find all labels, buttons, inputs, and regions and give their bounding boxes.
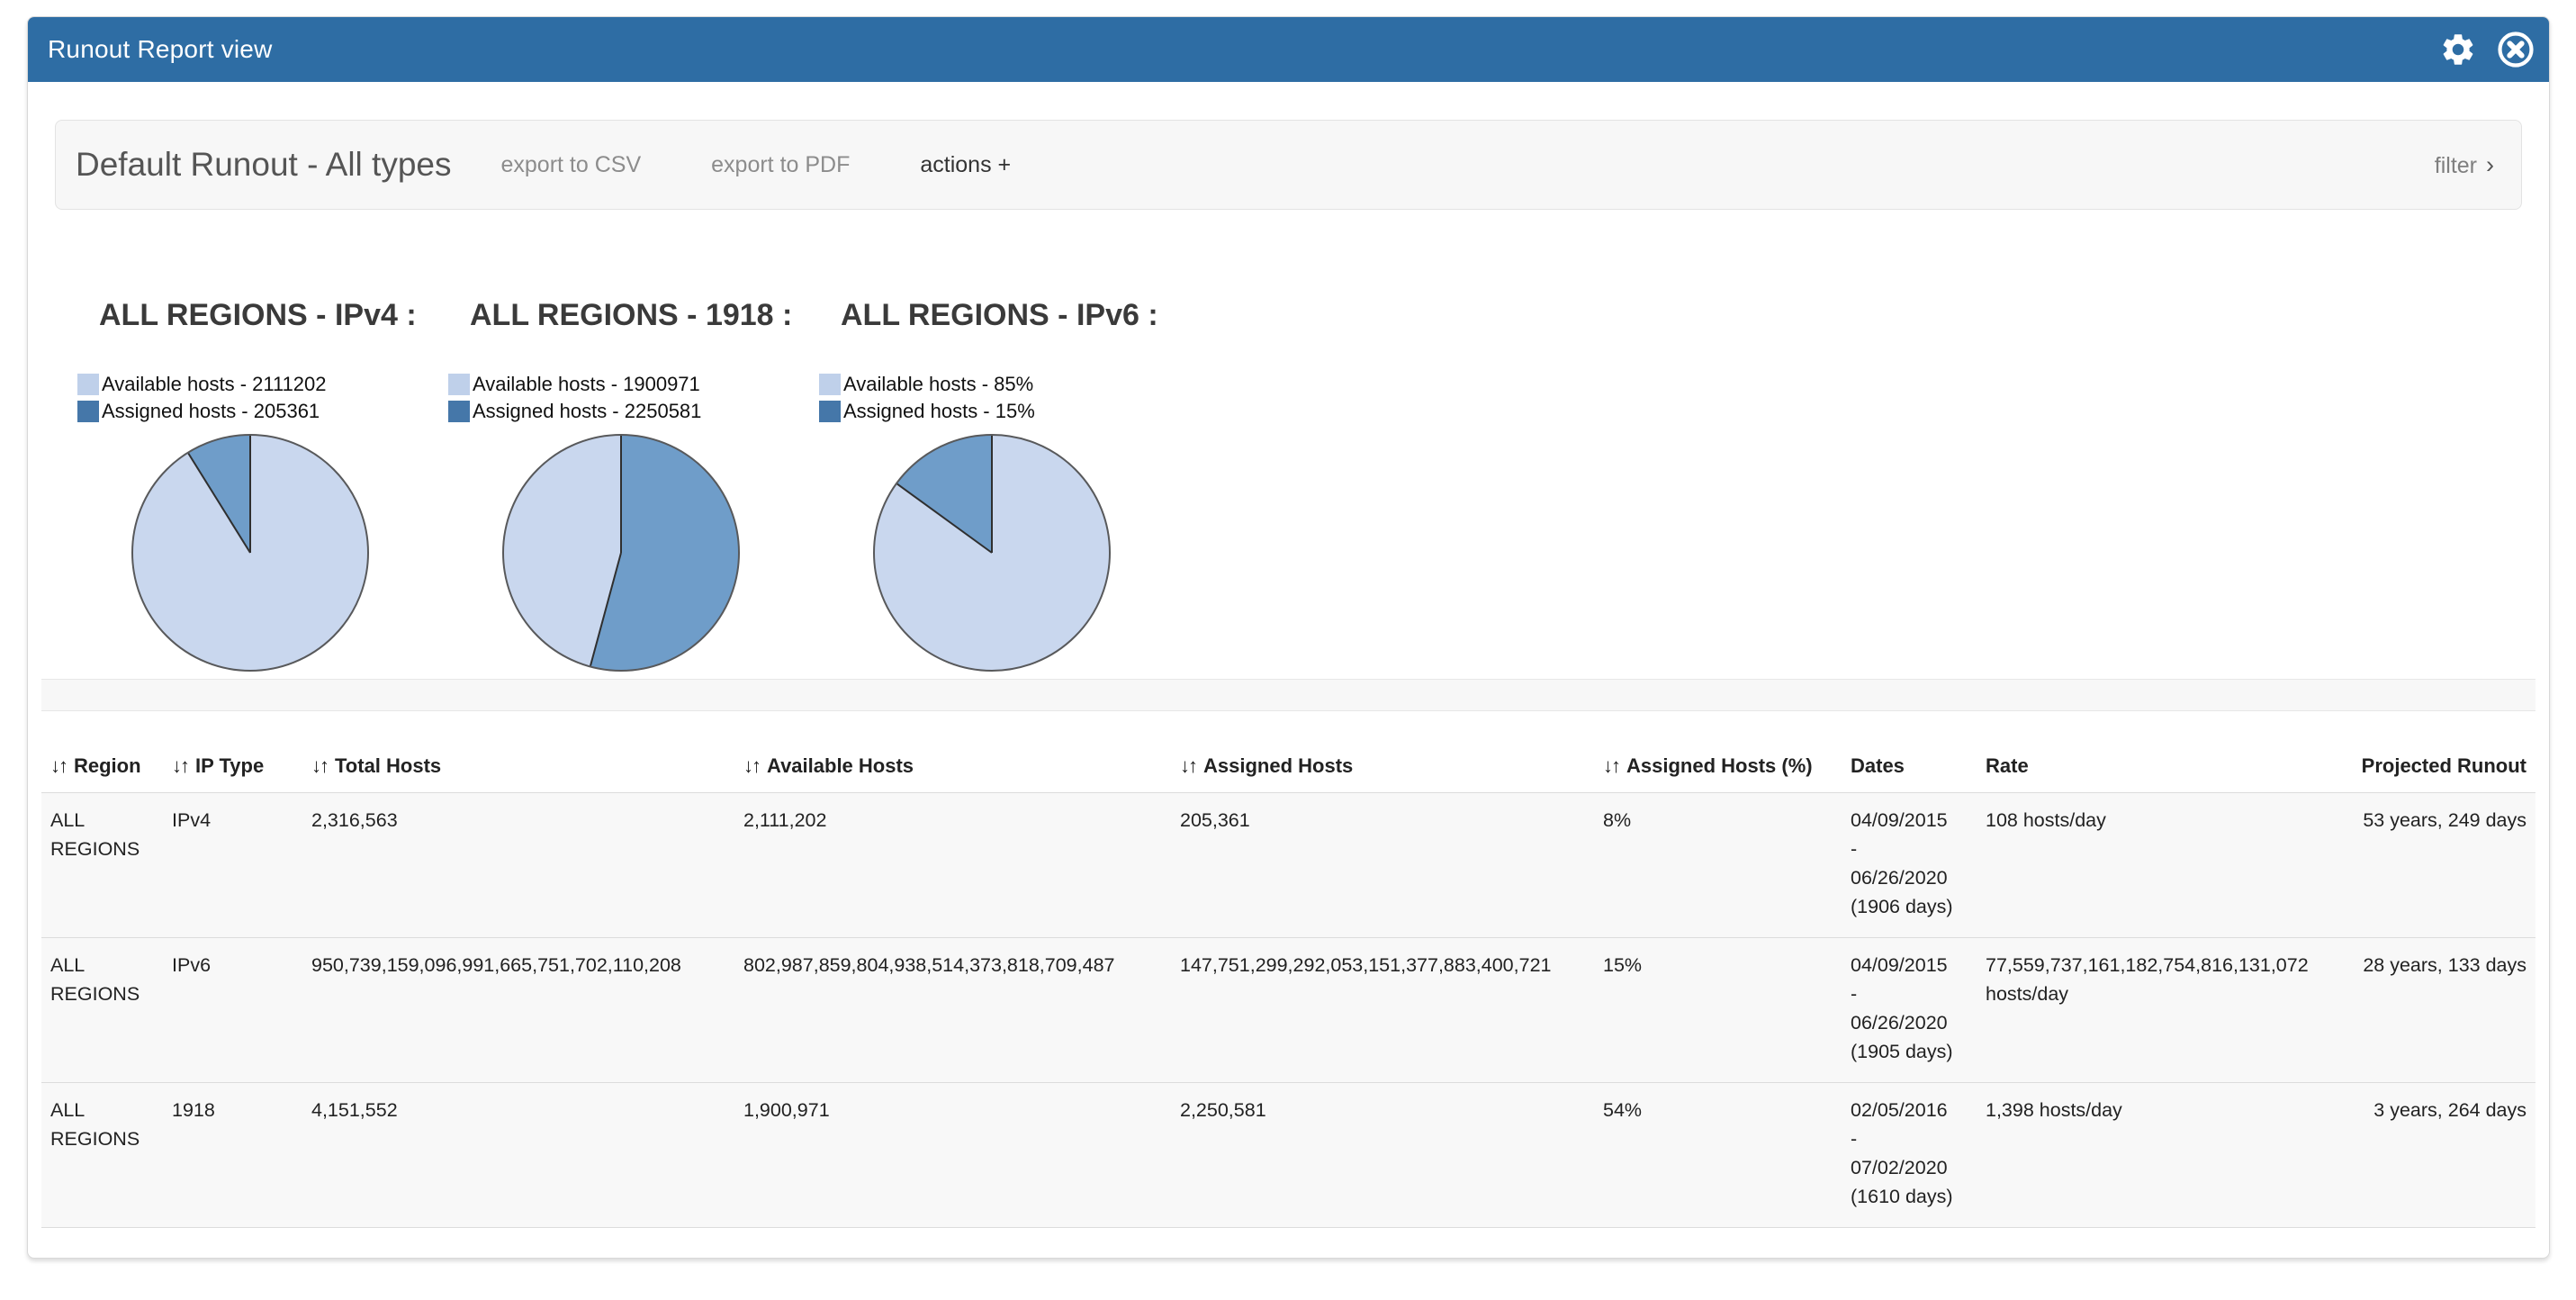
pie-chart-1918: ALL REGIONS - 1918 : Available hosts - 1…	[448, 298, 819, 672]
legend-swatch	[819, 374, 841, 395]
cell-assigned-hosts: 2,250,581	[1171, 1082, 1594, 1228]
column-header-ip-type[interactable]: ↓↑ IP Type	[163, 745, 302, 793]
cell-ip-type: IPv4	[163, 792, 302, 938]
column-header-assigned-hosts[interactable]: ↓↑ Assigned Hosts	[1171, 745, 1594, 793]
column-header-rate: Rate	[1977, 745, 2351, 793]
cell-projected-runout: 53 years, 249 days	[2351, 792, 2535, 938]
legend-label: Assigned hosts - 2250581	[473, 400, 702, 422]
pie-chart-ipv6: ALL REGIONS - IPv6 : Available hosts - 8…	[819, 298, 1190, 672]
cell-dates: 04/09/2015-06/26/2020 (1905 days)	[1842, 937, 1977, 1083]
sort-icon[interactable]: ↓↑	[172, 754, 190, 777]
cell-available-hosts: 1,900,971	[734, 1082, 1171, 1228]
pie-wrap	[873, 434, 1111, 672]
cell-assigned-hosts: 205,361	[1171, 792, 1594, 938]
cell-available-hosts: 2,111,202	[734, 792, 1171, 938]
legend-item: Assigned hosts - 205361	[77, 398, 448, 425]
column-header-dates: Dates	[1842, 745, 1977, 793]
legend-label: Assigned hosts - 15%	[843, 400, 1035, 422]
cell-assigned-hosts: 8%	[1594, 792, 1842, 938]
legend-item: Available hosts - 1900971	[448, 371, 819, 398]
table-row: ALL REGIONS 1918 4,151,552 1,900,971 2,250,5…	[41, 1082, 2535, 1228]
cell-dates: 02/05/2016-07/02/2020 (1610 days)	[1842, 1082, 1977, 1228]
cell-rate: 108 hosts/day	[1977, 792, 2351, 938]
runout-report-panel: Runout Report view Default Runout - All …	[27, 16, 2550, 1259]
table-header-row: ↓↑ Region ↓↑ IP Type ↓↑ Total Hosts ↓↑ Availabl…	[41, 745, 2535, 793]
cell-rate: 1,398 hosts/day	[1977, 1082, 2351, 1228]
column-header-region[interactable]: ↓↑ Region	[41, 745, 163, 793]
pie-chart-ipv4: ALL REGIONS - IPv4 : Available hosts - 2…	[77, 298, 448, 672]
pie-wrap	[131, 434, 369, 672]
sort-icon[interactable]: ↓↑	[1603, 754, 1621, 777]
column-header-available-hosts[interactable]: ↓↑ Available Hosts	[734, 745, 1171, 793]
sort-icon[interactable]: ↓↑	[743, 754, 761, 777]
title-bar-actions	[2439, 31, 2535, 68]
legend-swatch	[448, 374, 470, 395]
chart-title: ALL REGIONS - IPv6 :	[841, 298, 1158, 332]
table-row: ALL REGIONS IPv4 2,316,563 2,111,202 205,361…	[41, 792, 2535, 938]
actions-menu-button[interactable]: actions +	[920, 151, 1012, 177]
legend-swatch	[448, 401, 470, 422]
cell-ip-type: 1918	[163, 1082, 302, 1228]
cell-available-hosts: 802,987,859,804,938,514,373,818,709,487	[734, 937, 1171, 1083]
cell-total-hosts: 2,316,563	[302, 792, 734, 938]
sort-icon[interactable]: ↓↑	[1180, 754, 1198, 777]
cell-region: ALL REGIONS	[41, 792, 163, 938]
runout-table: ↓↑ Region ↓↑ IP Type ↓↑ Total Hosts ↓↑ Availabl…	[41, 745, 2535, 1228]
gear-icon[interactable]	[2439, 31, 2477, 68]
cell-assigned-hosts: 54%	[1594, 1082, 1842, 1228]
chevron-right-icon: ›	[2486, 150, 2494, 178]
chart-title: ALL REGIONS - IPv4 :	[99, 298, 417, 332]
title-bar: Runout Report view	[28, 17, 2549, 82]
sort-icon[interactable]: ↓↑	[311, 754, 329, 777]
collapsed-section-strip[interactable]	[41, 679, 2535, 711]
legend-label: Assigned hosts - 205361	[102, 400, 320, 422]
legend-label: Available hosts - 85%	[843, 373, 1034, 395]
cell-assigned-hosts: 15%	[1594, 937, 1842, 1083]
filter-label: filter	[2434, 152, 2477, 178]
report-title: Default Runout - All types	[76, 146, 452, 183]
chart-title: ALL REGIONS - 1918 :	[470, 298, 793, 332]
cell-projected-runout: 3 years, 264 days	[2351, 1082, 2535, 1228]
export-csv-link[interactable]: export to CSV	[500, 151, 642, 177]
legend-label: Available hosts - 1900971	[473, 373, 700, 395]
legend-item: Available hosts - 85%	[819, 371, 1190, 398]
close-circle-icon[interactable]	[2497, 31, 2535, 68]
table-row: ALL REGIONS IPv6 950,739,159,096,991,665,7…	[41, 937, 2535, 1083]
cell-assigned-hosts: 147,751,299,292,053,151,377,883,400,721	[1171, 937, 1594, 1083]
pie-wrap	[502, 434, 740, 672]
cell-projected-runout: 28 years, 133 days	[2351, 937, 2535, 1083]
cell-region: ALL REGIONS	[41, 1082, 163, 1228]
legend-item: Assigned hosts - 15%	[819, 398, 1190, 425]
legend-label: Available hosts - 2111202	[102, 373, 327, 395]
column-header-projected-runout: Projected Runout	[2351, 745, 2535, 793]
export-pdf-link[interactable]: export to PDF	[711, 151, 851, 177]
cell-total-hosts: 4,151,552	[302, 1082, 734, 1228]
legend-swatch	[77, 374, 99, 395]
report-toolbar: Default Runout - All types export to CSV…	[55, 120, 2522, 210]
cell-dates: 04/09/2015-06/26/2020 (1906 days)	[1842, 792, 1977, 938]
pie-slice-boundary	[991, 436, 993, 553]
cell-rate: 77,559,737,161,182,754,816,131,072 hosts…	[1977, 937, 2351, 1083]
pie-slice-boundary	[249, 436, 251, 553]
chart-legend: Available hosts - 85% Assigned hosts - 15…	[819, 371, 1190, 425]
sort-icon[interactable]: ↓↑	[50, 754, 68, 777]
legend-swatch	[77, 401, 99, 422]
cell-total-hosts: 950,739,159,096,991,665,751,702,110,208	[302, 937, 734, 1083]
table-body: ALL REGIONS IPv4 2,316,563 2,111,202 205,361…	[41, 792, 2535, 1228]
cell-region: ALL REGIONS	[41, 937, 163, 1083]
legend-item: Available hosts - 2111202	[77, 371, 448, 398]
chart-legend: Available hosts - 1900971 Assigned hosts …	[448, 371, 819, 425]
pie-slice-boundary	[620, 436, 622, 553]
cell-ip-type: IPv6	[163, 937, 302, 1083]
column-header-assigned-hosts[interactable]: ↓↑ Assigned Hosts (%)	[1594, 745, 1842, 793]
window-title: Runout Report view	[48, 35, 273, 63]
column-header-total-hosts[interactable]: ↓↑ Total Hosts	[302, 745, 734, 793]
chart-legend: Available hosts - 2111202 Assigned hosts …	[77, 371, 448, 425]
filter-button[interactable]: filter ›	[2435, 151, 2494, 179]
pie-charts-section: ALL REGIONS - IPv4 : Available hosts - 2…	[28, 210, 2549, 672]
legend-swatch	[819, 401, 841, 422]
legend-item: Assigned hosts - 2250581	[448, 398, 819, 425]
